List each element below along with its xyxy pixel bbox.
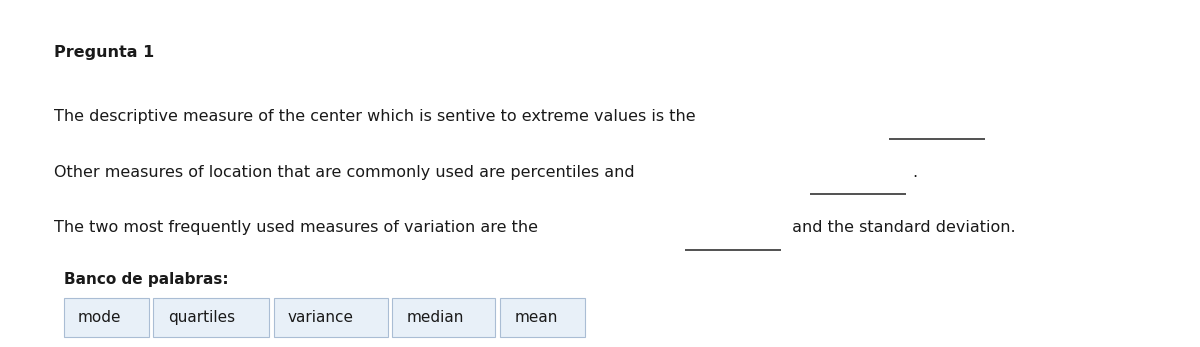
FancyBboxPatch shape [392, 298, 496, 337]
Text: Other measures of location that are commonly used are percentiles and: Other measures of location that are comm… [54, 165, 640, 180]
Text: Banco de palabras:: Banco de palabras: [64, 272, 228, 287]
Text: mean: mean [515, 310, 558, 325]
Text: Pregunta 1: Pregunta 1 [54, 45, 155, 60]
Text: The two most frequently used measures of variation are the: The two most frequently used measures of… [54, 220, 544, 235]
Text: median: median [407, 310, 464, 325]
Text: variance: variance [288, 310, 354, 325]
Text: quartiles: quartiles [168, 310, 235, 325]
Text: .: . [912, 165, 917, 180]
FancyBboxPatch shape [64, 298, 149, 337]
Text: The descriptive measure of the center which is sentive to extreme values is the: The descriptive measure of the center wh… [54, 109, 701, 124]
Text: mode: mode [78, 310, 121, 325]
FancyBboxPatch shape [274, 298, 388, 337]
Text: and the standard deviation.: and the standard deviation. [787, 220, 1015, 235]
FancyBboxPatch shape [500, 298, 584, 337]
FancyBboxPatch shape [154, 298, 269, 337]
